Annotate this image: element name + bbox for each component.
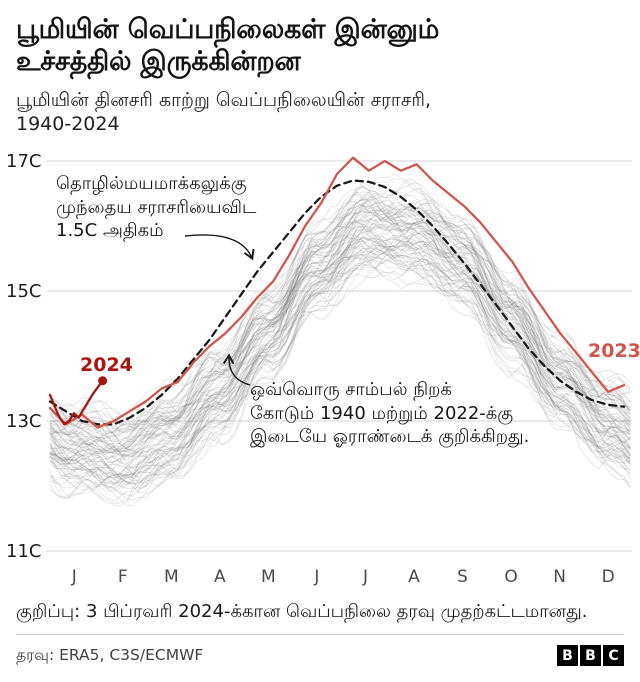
svg-text:15C: 15C <box>6 281 41 302</box>
annotation-gray-lines: ஒவ்வொரு சாம்பல் நிறக் கோடும் 1940 மற்றும… <box>250 379 530 448</box>
svg-text:D: D <box>602 567 615 587</box>
line-label-2024: 2024 <box>80 354 133 377</box>
svg-text:J: J <box>313 567 319 587</box>
svg-text:S: S <box>457 567 468 587</box>
annotation-threshold: தொழில்மயமாக்கலுக்கு முந்தைய சராசரியைவிட … <box>56 173 257 242</box>
temperature-chart-svg: 17C 15C 13C 11C J F M A M J J A S O N D <box>6 151 632 587</box>
bbc-logo-block-b1: B <box>557 645 578 667</box>
temperature-chart: 17C 15C 13C 11C J F M A M J J A S O N D தொழில்மயமாக்கலு… <box>0 138 640 593</box>
bbc-logo: B B C <box>557 645 624 667</box>
svg-text:17C: 17C <box>6 151 41 172</box>
bbc-logo-block-b2: B <box>580 645 601 667</box>
source-credit: தரவு: ERA5, C3S/ECMWF <box>16 645 204 664</box>
svg-text:13C: 13C <box>6 411 41 432</box>
bbc-logo-block-c: C <box>603 645 624 667</box>
svg-text:M: M <box>261 567 276 587</box>
svg-text:N: N <box>553 567 566 587</box>
footer: தரவு: ERA5, C3S/ECMWF B B C <box>16 634 624 678</box>
svg-text:A: A <box>214 567 226 587</box>
svg-text:11C: 11C <box>6 541 41 562</box>
line-label-2023: 2023 <box>588 340 640 363</box>
chart-subtitle: பூமியின் தினசரி காற்று வெப்பநிலையின் சரா… <box>16 88 432 136</box>
svg-text:M: M <box>164 567 179 587</box>
page-title: பூமியின் வெப்பநிலைகள் இன்னும் உச்சத்தில்… <box>16 14 440 78</box>
svg-text:J: J <box>362 567 368 587</box>
header: பூமியின் வெப்பநிலைகள் இன்னும் உச்சத்தில்… <box>0 0 640 136</box>
svg-text:F: F <box>118 567 128 587</box>
footnote: குறிப்பு: 3 பிப்ரவரி 2024-க்கான வெப்பநில… <box>16 601 588 623</box>
svg-text:A: A <box>408 567 420 587</box>
svg-text:J: J <box>71 567 77 587</box>
svg-text:O: O <box>504 567 517 587</box>
